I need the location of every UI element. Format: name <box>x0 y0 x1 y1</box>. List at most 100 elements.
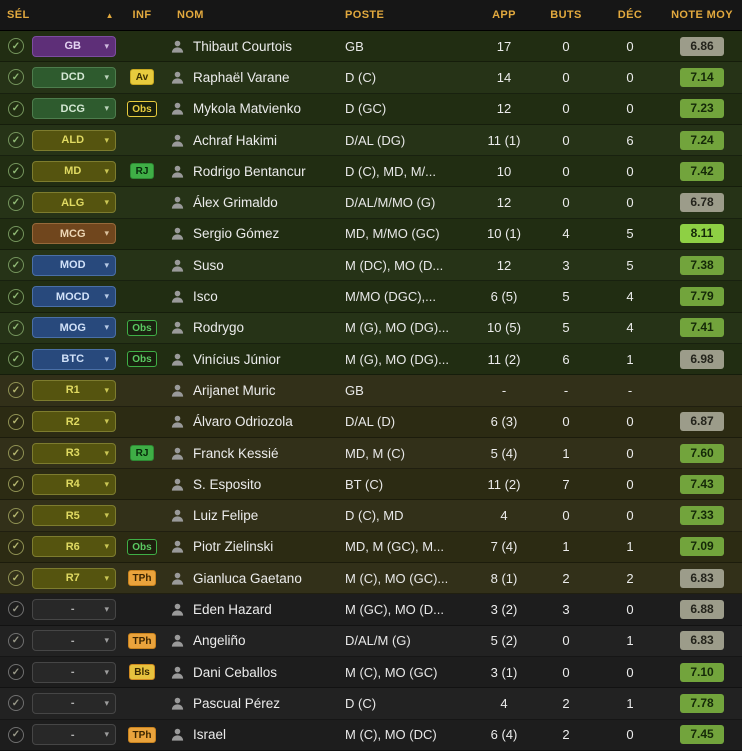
player-row[interactable]: ✓ R2 ▾ Álvaro Odriozola D/AL (D) 6 (3) 0 0 6.87 <box>0 406 742 438</box>
column-header-info[interactable]: INF <box>132 9 152 21</box>
position-dropdown[interactable]: GB ▾ <box>32 35 116 57</box>
info-badge-rj[interactable]: RJ <box>130 163 154 180</box>
position-dropdown[interactable]: - ▾ <box>32 598 116 620</box>
column-header-appearances[interactable]: APP <box>492 9 516 21</box>
player-row[interactable]: ✓ - ▾ Bls Dani Ceballos M (C), MO (GC) 3 (1) 0 0… <box>0 656 742 689</box>
player-name[interactable]: Gianluca Gaetano <box>193 570 302 586</box>
info-badge-tph[interactable]: TPh <box>127 632 157 649</box>
player-row[interactable]: ✓ R5 ▾ Luiz Felipe D (C), MD 4 0 0 7.33 <box>0 500 742 532</box>
column-header-selection[interactable]: SÉL ▲ <box>0 9 120 21</box>
selected-checkmark-icon[interactable]: ✓ <box>8 445 24 461</box>
player-name[interactable]: Israel <box>193 727 227 743</box>
player-row[interactable]: ✓ ALD ▾ Achraf Hakimi D/AL (DG) 11 (1) 0 6 7.24 <box>0 124 742 157</box>
player-row[interactable]: ✓ - ▾ Eden Hazard M (GC), MO (D... 3 (2) 3 0 6.8… <box>0 594 742 626</box>
selected-checkmark-icon[interactable]: ✓ <box>8 476 24 493</box>
position-dropdown[interactable]: R6 ▾ <box>32 536 116 558</box>
player-name[interactable]: Isco <box>193 289 218 305</box>
selected-checkmark-icon[interactable]: ✓ <box>8 288 24 305</box>
player-row[interactable]: ✓ R7 ▾ TPh Gianluca Gaetano M (C), MO (GC)...… <box>0 563 742 595</box>
selected-checkmark-icon[interactable]: ✓ <box>8 695 24 712</box>
selected-checkmark-icon[interactable]: ✓ <box>8 570 24 587</box>
column-header-assists[interactable]: DÉC <box>617 9 643 21</box>
info-badge-tph[interactable]: TPh <box>127 570 157 587</box>
player-row[interactable]: ✓ - ▾ TPh Israel M (C), MO (DC) 6 (4) 2 0 7.45 <box>0 719 742 751</box>
selected-checkmark-icon[interactable]: ✓ <box>8 726 24 743</box>
selected-checkmark-icon[interactable]: ✓ <box>8 413 24 430</box>
column-header-position[interactable]: POSTE <box>345 9 385 21</box>
selected-checkmark-icon[interactable]: ✓ <box>8 632 24 649</box>
player-name[interactable]: Eden Hazard <box>193 601 272 617</box>
player-row[interactable]: ✓ MOG ▾ Obs Rodrygo M (G), MO (DG)... 10 (5) 5 4… <box>0 312 742 344</box>
column-header-name[interactable]: NOM <box>177 9 204 21</box>
position-dropdown[interactable]: - ▾ <box>32 661 116 683</box>
selected-checkmark-icon[interactable]: ✓ <box>8 132 24 149</box>
player-name[interactable]: Álex Grimaldo <box>193 195 278 211</box>
player-row[interactable]: ✓ MD ▾ RJ Rodrigo Bentancur D (C), MD, M/... 1… <box>0 156 742 188</box>
player-name[interactable]: Rodrygo <box>193 320 245 336</box>
selected-checkmark-icon[interactable]: ✓ <box>8 163 24 180</box>
info-badge-av[interactable]: Av <box>130 69 154 86</box>
selected-checkmark-icon[interactable]: ✓ <box>8 257 24 274</box>
player-name[interactable]: Luiz Felipe <box>193 508 259 524</box>
player-row[interactable]: ✓ R4 ▾ S. Esposito BT (C) 11 (2) 7 0 7.43 <box>0 469 742 501</box>
selected-checkmark-icon[interactable]: ✓ <box>8 538 24 555</box>
position-dropdown[interactable]: MOCD ▾ <box>32 286 116 308</box>
player-name[interactable]: S. Esposito <box>193 476 262 492</box>
position-dropdown[interactable]: ALG ▾ <box>32 192 116 214</box>
selected-checkmark-icon[interactable]: ✓ <box>8 664 24 681</box>
player-row[interactable]: ✓ MOCD ▾ Isco M/MO (DGC),... 6 (5) 5 4 7.79 <box>0 281 742 313</box>
position-dropdown[interactable]: R7 ▾ <box>32 567 116 589</box>
position-dropdown[interactable]: R5 ▾ <box>32 505 116 527</box>
info-badge-rj[interactable]: RJ <box>130 445 154 461</box>
player-row[interactable]: ✓ MCG ▾ Sergio Gómez MD, M/MO (GC) 10 (1) 4 5 8.… <box>0 218 742 251</box>
player-name[interactable]: Dani Ceballos <box>193 664 278 680</box>
player-row[interactable]: ✓ BTC ▾ Obs Vinícius Júnior M (G), MO (DG)...… <box>0 343 742 376</box>
position-dropdown[interactable]: ALD ▾ <box>32 129 116 151</box>
player-name[interactable]: Pascual Pérez <box>193 695 281 711</box>
player-row[interactable]: ✓ - ▾ Pascual Pérez D (C) 4 2 1 7.78 <box>0 688 742 720</box>
player-row[interactable]: ✓ MOD ▾ Suso M (DC), MO (D... 12 3 5 7.38 <box>0 250 742 282</box>
player-name[interactable]: Thibaut Courtois <box>193 38 293 54</box>
player-row[interactable]: ✓ ALG ▾ Álex Grimaldo D/AL/M/MO (G) 12 0 0 6.78 <box>0 187 742 219</box>
sort-ascending-icon[interactable]: ▲ <box>105 10 114 20</box>
info-badge-tph[interactable]: TPh <box>127 726 157 743</box>
player-row[interactable]: ✓ - ▾ TPh Angeliño D/AL/M (G) 5 (2) 0 1 6.83 <box>0 625 742 657</box>
player-name[interactable]: Achraf Hakimi <box>193 132 278 148</box>
position-dropdown[interactable]: R2 ▾ <box>32 411 116 433</box>
player-name[interactable]: Álvaro Odriozola <box>193 414 293 430</box>
info-badge-obs[interactable]: Obs <box>127 538 157 555</box>
selected-checkmark-icon[interactable]: ✓ <box>8 319 24 336</box>
player-name[interactable]: Vinícius Júnior <box>193 351 281 367</box>
player-row[interactable]: ✓ R1 ▾ Arijanet Muric GB - - - <box>0 375 742 407</box>
player-row[interactable]: ✓ DCD ▾ Av Raphaël Varane D (C) 14 0 0 7.14 <box>0 62 742 94</box>
position-dropdown[interactable]: MD ▾ <box>32 160 116 182</box>
selected-checkmark-icon[interactable]: ✓ <box>8 38 24 55</box>
position-dropdown[interactable]: R1 ▾ <box>32 379 116 401</box>
info-badge-obs[interactable]: Obs <box>127 319 157 336</box>
player-name[interactable]: Angeliño <box>193 633 246 649</box>
player-name[interactable]: Piotr Zielinski <box>193 539 274 555</box>
position-dropdown[interactable]: DCG ▾ <box>32 98 116 120</box>
selected-checkmark-icon[interactable]: ✓ <box>8 351 24 368</box>
player-row[interactable]: ✓ GB ▾ Thibaut Courtois GB 17 0 0 6.86 <box>0 31 742 63</box>
position-dropdown[interactable]: - ▾ <box>32 724 116 746</box>
player-row[interactable]: ✓ R6 ▾ Obs Piotr Zielinski MD, M (GC), M... 7 … <box>0 531 742 564</box>
info-badge-bls[interactable]: Bls <box>129 664 155 681</box>
selected-checkmark-icon[interactable]: ✓ <box>8 100 24 117</box>
position-dropdown[interactable]: R3 ▾ <box>32 442 116 464</box>
position-dropdown[interactable]: DCD ▾ <box>32 66 116 88</box>
position-dropdown[interactable]: BTC ▾ <box>32 348 116 370</box>
player-row[interactable]: ✓ DCG ▾ Obs Mykola Matvienko D (GC) 12 0 0 7.23 <box>0 93 742 125</box>
info-badge-obs[interactable]: Obs <box>127 351 157 368</box>
selected-checkmark-icon[interactable]: ✓ <box>8 382 24 399</box>
position-dropdown[interactable]: MOG ▾ <box>32 317 116 339</box>
position-dropdown[interactable]: - ▾ <box>32 692 116 714</box>
player-name[interactable]: Arijanet Muric <box>193 382 276 398</box>
player-name[interactable]: Raphaël Varane <box>193 69 290 85</box>
position-dropdown[interactable]: MOD ▾ <box>32 254 116 276</box>
column-header-avg-rating[interactable]: NOTE MOY <box>671 9 733 21</box>
player-name[interactable]: Mykola Matvienko <box>193 101 302 117</box>
player-row[interactable]: ✓ R3 ▾ RJ Franck Kessié MD, M (C) 5 (4) 1 0 7.60 <box>0 437 742 470</box>
position-dropdown[interactable]: MCG ▾ <box>32 223 116 245</box>
selected-checkmark-icon[interactable]: ✓ <box>8 194 24 211</box>
